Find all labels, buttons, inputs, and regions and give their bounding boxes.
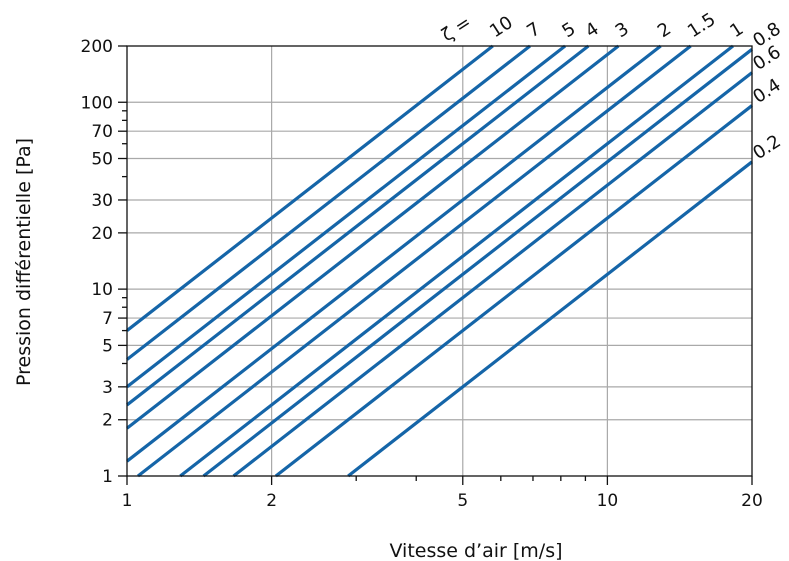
x-tick-label: 1 — [122, 491, 133, 511]
plot-frame — [126, 45, 753, 477]
zeta-label-4: 4 — [582, 18, 603, 42]
y-tick-label: 2 — [102, 411, 113, 431]
series-lines — [126, 44, 753, 478]
series-line-zeta-0-2 — [347, 160, 753, 478]
x-axis-title: Vitesse d’air [m/s] — [389, 540, 562, 561]
y-tick-label: 70 — [91, 122, 113, 142]
zeta-label-10: 10 — [486, 12, 517, 42]
y-tick-label: 100 — [81, 93, 113, 113]
series-line-zeta-7 — [126, 44, 531, 361]
y-axis-tick-labels: 1 2 3 5 7 10 20 30 50 70 100 200 — [81, 37, 113, 487]
y-tick-label: 1 — [102, 467, 113, 487]
axis-ticks — [118, 45, 753, 485]
zeta-label-0-4: 0.4 — [749, 75, 784, 108]
x-axis-tick-labels: 1 2 5 10 20 — [122, 491, 763, 511]
series-line-zeta-1 — [179, 44, 734, 478]
series-line-zeta-10 — [126, 44, 494, 332]
zeta-prefix-label: ζ = — [438, 12, 475, 46]
y-tick-label: 200 — [81, 37, 113, 57]
zeta-label-5: 5 — [558, 18, 579, 42]
zeta-label-1-5: 1.5 — [684, 9, 719, 42]
y-tick-label: 30 — [91, 191, 113, 211]
series-line-zeta-1-5 — [137, 44, 692, 478]
y-tick-label: 50 — [91, 150, 113, 170]
x-tick-label: 5 — [457, 491, 468, 511]
zeta-label-1: 1 — [726, 18, 747, 42]
series-line-zeta-4 — [126, 44, 590, 407]
zeta-label-0-2: 0.2 — [749, 131, 784, 164]
y-tick-label: 3 — [102, 378, 113, 398]
y-tick-label: 5 — [102, 336, 113, 356]
series-line-zeta-0-4 — [274, 104, 753, 478]
y-tick-label: 10 — [91, 280, 113, 300]
series-line-zeta-0-8 — [202, 48, 753, 478]
series-line-zeta-0-6 — [232, 71, 753, 478]
zeta-label-3: 3 — [612, 18, 633, 42]
y-axis-title: Pression différentielle [Pa] — [13, 138, 35, 386]
series-line-zeta-5 — [126, 44, 567, 389]
y-tick-label: 20 — [91, 224, 113, 244]
zeta-label-7: 7 — [523, 18, 544, 42]
series-line-zeta-3 — [126, 44, 620, 430]
series-line-zeta-2 — [126, 44, 662, 463]
x-tick-label: 2 — [266, 491, 277, 511]
zeta-label-0-6: 0.6 — [749, 42, 784, 75]
x-tick-label: 20 — [741, 491, 763, 511]
x-tick-label: 10 — [597, 491, 619, 511]
y-tick-label: 7 — [102, 309, 113, 329]
zeta-label-2: 2 — [654, 18, 675, 42]
